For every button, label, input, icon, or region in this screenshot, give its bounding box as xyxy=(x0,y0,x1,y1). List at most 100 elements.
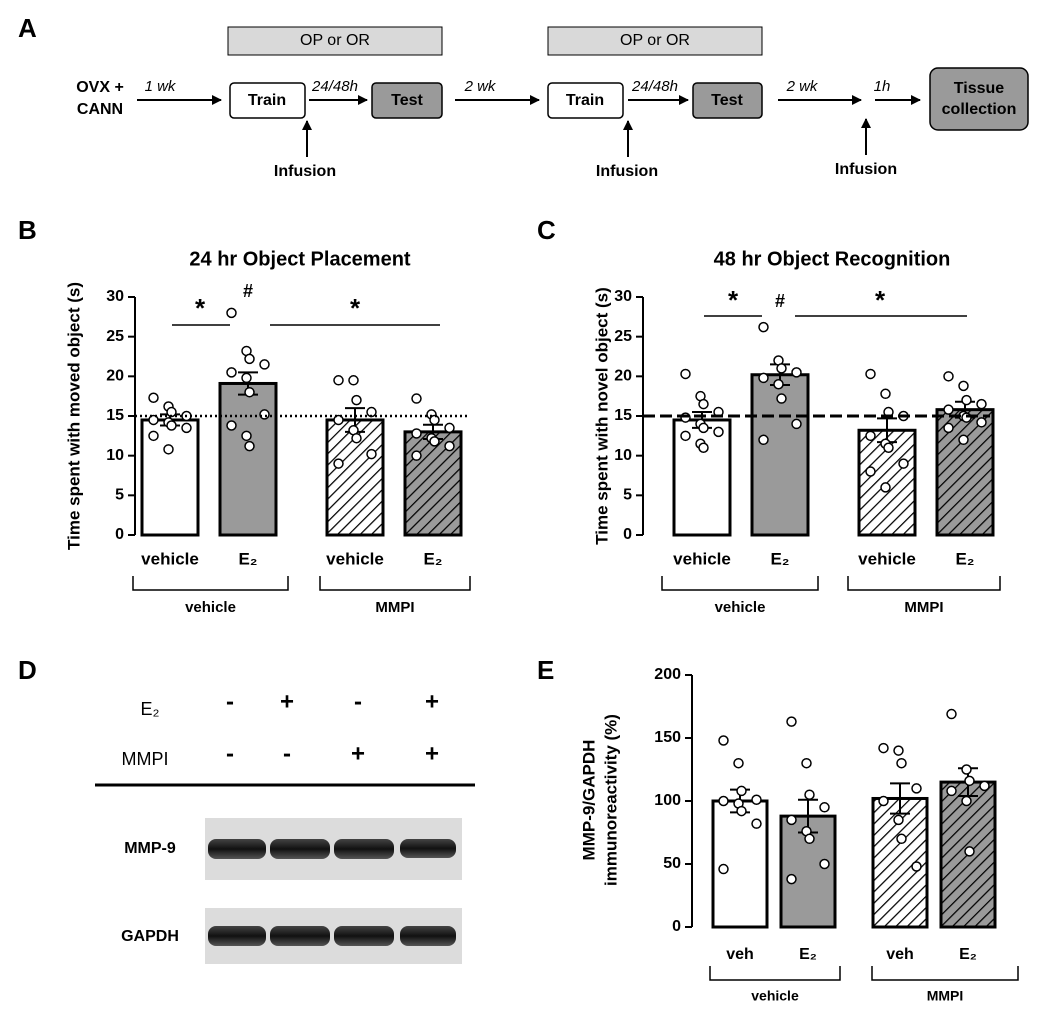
data-point xyxy=(718,863,729,875)
data-point xyxy=(718,795,729,807)
row-label: E₂ xyxy=(141,699,160,719)
y-tick-label: 50 xyxy=(663,855,681,872)
test-box xyxy=(692,82,763,119)
y-tick-label: 10 xyxy=(614,447,632,464)
data-point xyxy=(244,386,255,398)
end-label: Tissue xyxy=(954,80,1005,97)
data-point xyxy=(801,757,812,769)
y-tick-label: 30 xyxy=(614,288,632,305)
train-label: Train xyxy=(248,92,286,109)
panel-label: B xyxy=(18,215,37,245)
y-tick-label: 25 xyxy=(614,328,632,345)
data-point xyxy=(226,367,237,378)
group-bracket xyxy=(132,576,289,591)
data-point xyxy=(751,818,762,829)
data-point xyxy=(244,353,255,365)
group-bracket xyxy=(871,966,1019,981)
data-point xyxy=(946,785,957,797)
group-label: vehicle xyxy=(185,599,236,616)
x-tick-label: vehicle xyxy=(141,549,199,568)
phase-box xyxy=(227,26,443,56)
data-point xyxy=(964,846,975,857)
data-point xyxy=(819,858,830,870)
interval-label: 1h xyxy=(874,78,891,95)
delay-label: 24/48h xyxy=(311,78,358,95)
significance-mark: * xyxy=(195,293,206,323)
test-box xyxy=(371,82,443,119)
data-point xyxy=(163,444,174,455)
significance-mark: # xyxy=(243,281,253,301)
data-point xyxy=(333,458,344,469)
group-label: vehicle xyxy=(751,988,799,1004)
sign: - xyxy=(283,740,291,767)
data-point xyxy=(883,442,894,453)
data-point xyxy=(976,398,987,410)
sign: - xyxy=(226,688,234,715)
data-point xyxy=(259,409,270,420)
band-label: GAPDH xyxy=(121,928,179,945)
data-point xyxy=(976,417,987,428)
significance-mark: * xyxy=(875,285,886,315)
significance-mark: # xyxy=(775,291,785,311)
sign: - xyxy=(226,740,234,767)
data-point xyxy=(411,450,422,461)
data-point xyxy=(819,802,830,813)
end-label: collection xyxy=(942,101,1017,118)
data-point xyxy=(444,440,455,452)
group-bracket xyxy=(709,966,841,981)
tissue-box xyxy=(929,67,1029,131)
data-point xyxy=(865,430,876,442)
data-point xyxy=(791,367,802,378)
data-point xyxy=(943,422,954,434)
data-point xyxy=(244,440,255,452)
data-point xyxy=(444,422,455,434)
test-label: Test xyxy=(391,92,423,109)
data-point xyxy=(893,814,904,826)
sign: - xyxy=(354,688,362,715)
data-point xyxy=(148,392,159,404)
data-point xyxy=(979,780,990,792)
data-point xyxy=(943,404,954,415)
data-point xyxy=(698,422,709,434)
sign: + xyxy=(351,740,365,767)
data-point xyxy=(226,307,237,319)
data-point xyxy=(961,795,972,807)
sign: + xyxy=(425,740,439,767)
interval-label: 2 wk xyxy=(464,78,497,95)
significance-mark: * xyxy=(728,285,739,315)
data-point xyxy=(946,708,957,720)
data-point xyxy=(880,482,891,493)
y-tick-label: 0 xyxy=(623,526,632,543)
data-point xyxy=(736,805,747,817)
y-tick-label: 20 xyxy=(614,368,632,385)
data-point xyxy=(680,412,691,423)
group-label: vehicle xyxy=(715,599,766,616)
data-point xyxy=(896,833,907,845)
band xyxy=(334,839,394,859)
data-point xyxy=(961,412,972,423)
data-point xyxy=(804,789,815,800)
data-point xyxy=(893,745,904,756)
data-point xyxy=(411,393,422,404)
phase-box xyxy=(547,26,763,56)
infusion-label: Infusion xyxy=(596,163,658,180)
data-point xyxy=(786,716,797,727)
group-bracket xyxy=(847,576,1001,591)
data-point xyxy=(411,428,422,439)
x-tick-label: E₂ xyxy=(424,549,443,568)
data-point xyxy=(351,394,362,406)
data-point xyxy=(698,398,709,410)
data-point xyxy=(751,794,762,805)
band-label: MMP-9 xyxy=(124,840,176,857)
x-tick-label: E₂ xyxy=(956,549,975,568)
data-point xyxy=(429,414,440,426)
y-tick-label: 0 xyxy=(115,526,124,543)
data-point xyxy=(148,430,159,442)
y-axis-label: immunoreactivity (%) xyxy=(601,714,620,886)
panel-label: D xyxy=(18,655,37,685)
group-bracket xyxy=(661,576,819,591)
data-point xyxy=(148,414,159,426)
group-label: MMPI xyxy=(904,599,943,616)
data-point xyxy=(736,785,747,797)
data-point xyxy=(241,372,252,384)
